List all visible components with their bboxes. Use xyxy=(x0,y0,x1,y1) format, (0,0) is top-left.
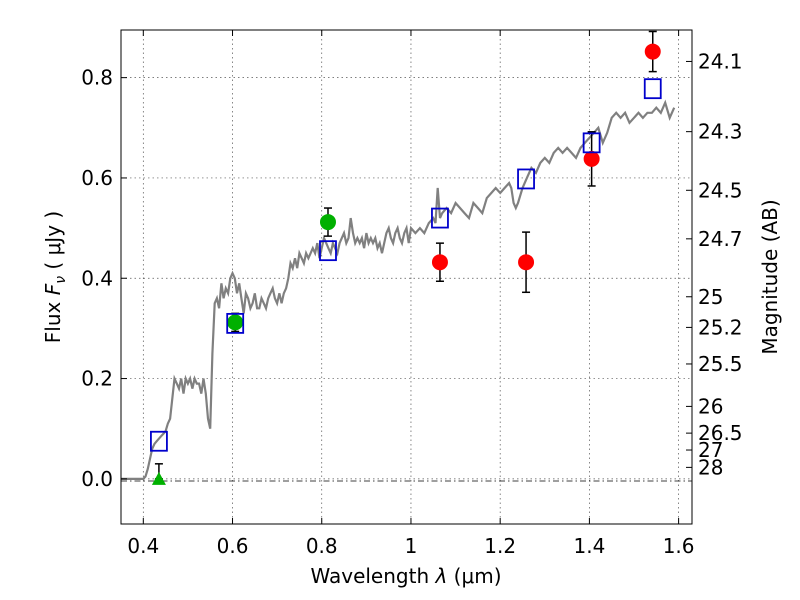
y2-tick-label: 25.2 xyxy=(698,315,743,339)
data-point-square xyxy=(517,168,535,190)
data-point-circle xyxy=(431,254,448,271)
y2-tick-label: 24.7 xyxy=(698,227,743,251)
data-point-square xyxy=(226,312,245,334)
axes: 0.4 0.6 0.8 1 1.2 1.4 1.6 0.0 0.2 0.4 0.6 0.8 24.1 24… xyxy=(81,30,743,558)
x-tick-label: 0.8 xyxy=(306,534,338,558)
data-point-circle xyxy=(644,43,661,60)
data-point-circle xyxy=(518,254,535,271)
x-tick-label: 1.6 xyxy=(663,534,695,558)
y-tick-label: 0.0 xyxy=(81,467,113,491)
y2-tick-label: 24.1 xyxy=(698,49,743,73)
y2-tick-label: 26 xyxy=(698,394,723,418)
y2-tick-label: 24.3 xyxy=(698,120,743,144)
y-tick-label: 0.4 xyxy=(81,266,113,290)
data-point-square xyxy=(150,430,168,452)
x-tick-label: 0.6 xyxy=(217,534,249,558)
x-tick-label: 1.4 xyxy=(573,534,605,558)
data-point-square xyxy=(319,240,337,262)
data-point-circle xyxy=(227,314,244,331)
y2-tick-label: 25 xyxy=(698,285,723,309)
y-tick-label: 0.2 xyxy=(81,367,113,391)
data-point-triangle xyxy=(151,471,166,485)
y2-axis-label: Magnitude (AB) xyxy=(758,199,782,354)
model-spectrum-line xyxy=(121,99,676,480)
y2-tick-label: 26.5 xyxy=(698,421,743,445)
y-axis-label: Flux Fν ( μJy ) xyxy=(41,211,69,343)
x-tick-label: 1.2 xyxy=(484,534,516,558)
data-marks xyxy=(150,30,662,485)
x-axis-label: Wavelength λ (μm) xyxy=(310,564,501,588)
y2-tick-label: 24.5 xyxy=(698,178,743,202)
y-tick-label: 0.6 xyxy=(81,166,113,190)
data-point-circle xyxy=(583,150,600,167)
x-tick-label: 0.4 xyxy=(127,534,159,558)
data-point-square xyxy=(431,207,449,229)
grid-lines xyxy=(121,30,692,524)
y2-tick-label: 25.5 xyxy=(698,352,743,376)
y2-tick-label: 27 xyxy=(698,438,723,462)
plot-frame xyxy=(120,29,693,525)
data-point-square xyxy=(582,132,601,154)
y2-tick-label: 28 xyxy=(698,455,723,479)
y-tick-label: 0.8 xyxy=(81,66,113,90)
x-tick-label: 1 xyxy=(405,534,418,558)
data-point-circle xyxy=(319,214,336,231)
data-point-square xyxy=(643,78,662,100)
